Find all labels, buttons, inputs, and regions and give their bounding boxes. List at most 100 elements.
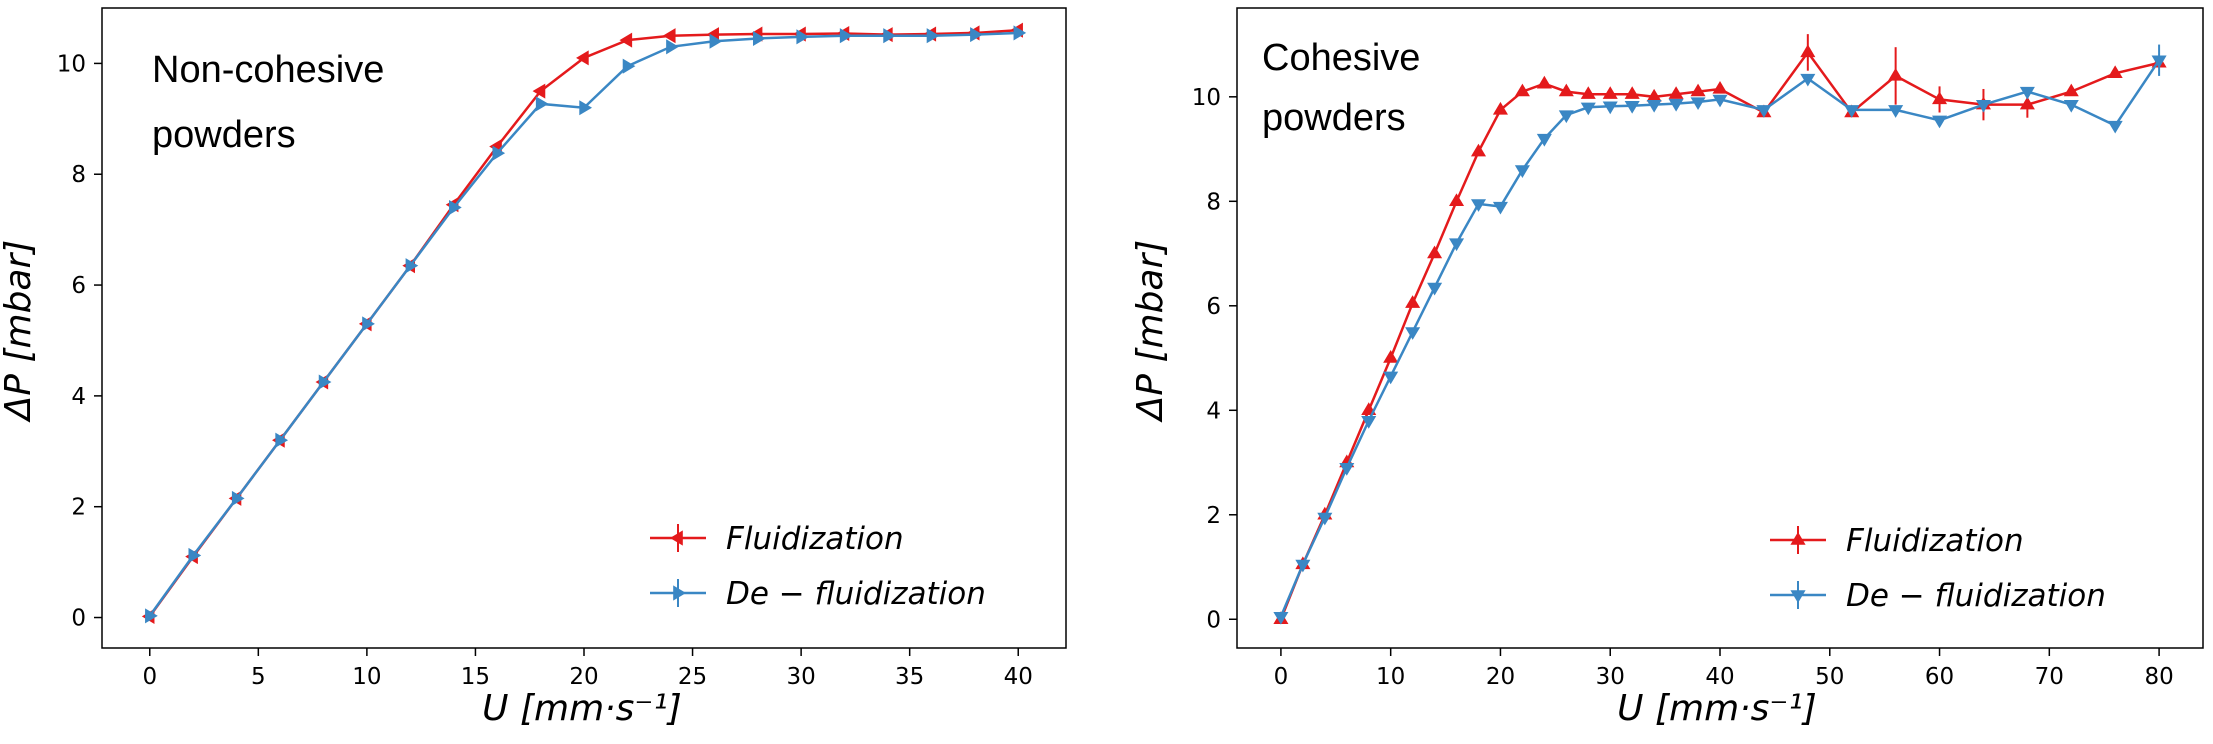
x-tick-label: 35 — [895, 664, 924, 690]
x-tick-label: 70 — [2035, 664, 2064, 690]
x-tick-label: 30 — [1596, 664, 1625, 690]
data-point — [622, 58, 636, 74]
data-point — [1427, 245, 1443, 259]
data-point — [2107, 65, 2123, 79]
data-point — [1624, 86, 1640, 99]
data-point — [1580, 102, 1596, 116]
y-tick-label: 2 — [71, 495, 86, 521]
panel-annotation: powders — [152, 114, 296, 156]
x-tick-label: 30 — [786, 664, 815, 690]
data-point — [275, 432, 289, 448]
legend-marker — [1790, 532, 1806, 545]
data-point — [796, 29, 810, 45]
data-point — [1624, 100, 1640, 114]
x-tick-label: 25 — [678, 664, 707, 690]
data-point — [231, 490, 245, 506]
data-point — [1888, 67, 1904, 81]
data-point — [1339, 463, 1355, 476]
data-point — [1383, 350, 1399, 363]
series-defluidization — [1273, 44, 2167, 625]
data-point — [576, 50, 589, 66]
y-tick-label: 10 — [57, 51, 86, 77]
series-defluidization — [145, 25, 1027, 624]
data-point — [883, 28, 896, 44]
data-point — [1470, 199, 1487, 212]
data-point — [1449, 193, 1465, 207]
data-point — [1690, 83, 1706, 97]
data-point — [1646, 99, 1662, 113]
data-point — [145, 608, 158, 624]
data-point — [1013, 25, 1027, 41]
data-point — [1932, 115, 1948, 129]
legend-marker — [670, 530, 683, 546]
data-point — [1273, 611, 1289, 625]
y-axis-title: ΔP [mbar] — [1130, 240, 1171, 424]
x-tick-label: 20 — [569, 664, 598, 690]
data-point — [1536, 75, 1552, 89]
data-point — [1514, 83, 1530, 97]
data-point — [492, 145, 506, 161]
data-point — [709, 33, 723, 49]
legend-item: Fluidization — [650, 521, 904, 557]
data-point — [1844, 105, 1860, 118]
data-point — [2107, 120, 2123, 134]
x-tick-label: 20 — [1486, 664, 1515, 690]
data-point — [1449, 238, 1465, 252]
panel-annotation: powders — [1262, 97, 1406, 139]
legend-marker — [1790, 590, 1806, 603]
data-point — [1602, 101, 1618, 115]
legend: Fluidization De − fluidization — [650, 521, 986, 612]
legend-item: Fluidization — [1770, 523, 2024, 559]
y-tick-label: 8 — [71, 162, 86, 188]
data-point — [1405, 295, 1421, 308]
data-point — [188, 547, 202, 563]
y-tick-label: 0 — [1206, 607, 1221, 633]
data-point — [1800, 73, 1816, 87]
y-tick-label: 0 — [71, 606, 86, 632]
legend-item: De − fluidization — [1770, 578, 2106, 614]
x-tick-label: 0 — [142, 664, 157, 690]
data-point — [1383, 371, 1399, 385]
legend-label: De − fluidization — [1846, 578, 2106, 614]
data-point — [970, 27, 983, 43]
data-point — [926, 28, 940, 44]
data-point — [535, 96, 549, 112]
data-point — [579, 100, 592, 116]
data-point — [1558, 83, 1574, 97]
legend-marker — [673, 585, 686, 601]
x-tick-label: 80 — [2144, 664, 2173, 690]
x-axis-title: U [mm·s⁻¹] — [482, 688, 682, 729]
y-tick-label: 8 — [1206, 189, 1221, 215]
y-axis-title: ΔP [mbar] — [0, 240, 39, 424]
legend-label: Fluidization — [726, 521, 904, 557]
x-tick-label: 10 — [1376, 664, 1405, 690]
x-tick-label: 50 — [1815, 664, 1844, 690]
x-axis-title: U [mm·s⁻¹] — [1617, 688, 1817, 729]
data-point — [2019, 96, 2035, 110]
legend-label: De − fluidization — [726, 576, 986, 612]
data-point — [318, 374, 332, 390]
data-point — [1690, 97, 1706, 111]
y-tick-label: 10 — [1192, 85, 1221, 111]
data-point — [1536, 133, 1552, 147]
data-point — [1756, 105, 1772, 118]
data-point — [1602, 86, 1618, 99]
data-point — [619, 32, 633, 48]
data-point — [1492, 201, 1508, 215]
data-point — [2063, 99, 2079, 113]
data-point — [1405, 327, 1421, 340]
panel-non-cohesive: 0 5 10 15 20 25 30 35 40 0 2 4 6 8 10 U [mm·s⁻¹] ΔP [mba… — [0, 7, 1067, 729]
x-tick-label: 0 — [1274, 664, 1289, 690]
data-point — [1470, 143, 1487, 157]
data-point — [1361, 416, 1377, 429]
panel-annotation: Non-cohesive — [152, 49, 384, 91]
data-point — [2063, 83, 2079, 97]
data-point — [662, 28, 676, 44]
data-point — [1668, 86, 1684, 99]
data-point — [1932, 91, 1948, 105]
x-tick-label: 10 — [352, 664, 381, 690]
y-tick-label: 4 — [1206, 398, 1221, 424]
data-point — [752, 30, 766, 47]
data-point — [1492, 101, 1508, 115]
